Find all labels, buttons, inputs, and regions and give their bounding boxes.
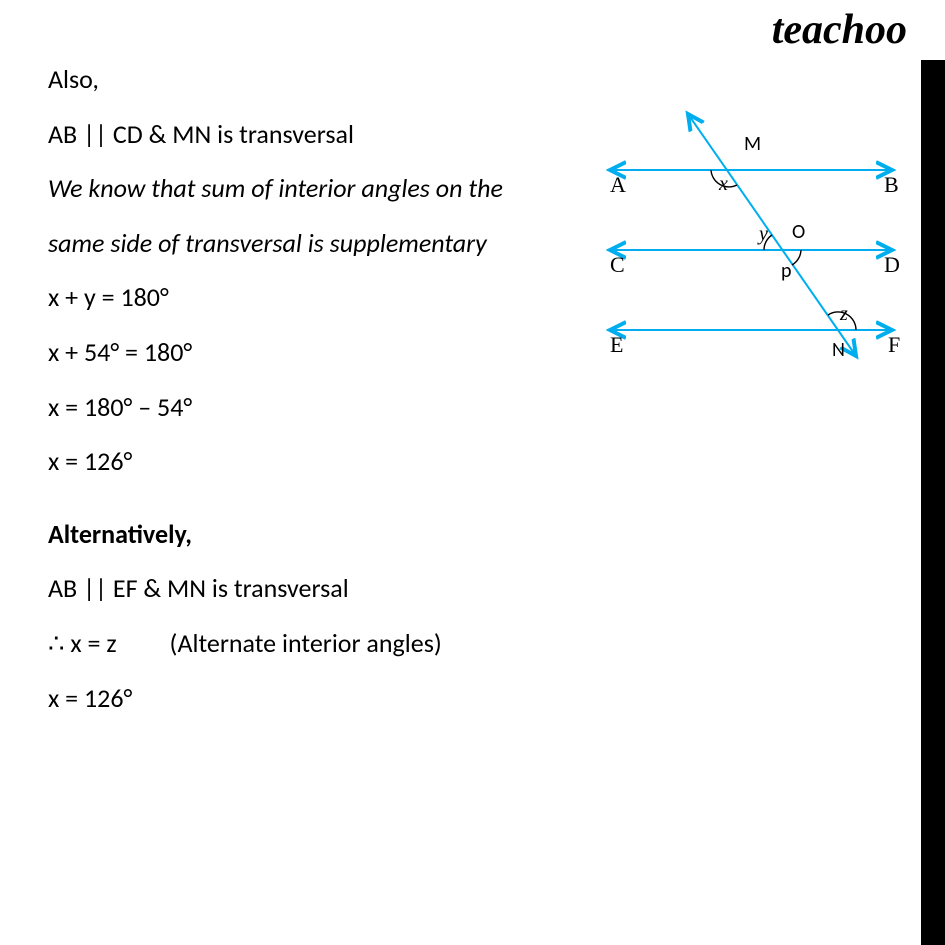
label-angle-p: p: [781, 259, 792, 283]
label-a: A: [610, 172, 626, 197]
line-eq1: x + y = 180°: [48, 270, 578, 325]
line-alt-eq2: x = 126°: [48, 671, 578, 726]
label-n: N: [832, 338, 845, 362]
line-also: Also,: [48, 52, 578, 107]
line-theorem-1: We know that sum of interior angles on t…: [48, 161, 578, 216]
label-m: M: [744, 132, 761, 156]
label-d: D: [884, 252, 900, 277]
solution-text: Also, AB || CD & MN is transversal We kn…: [48, 52, 578, 725]
line-theorem-2: same side of transversal is supplementar…: [48, 216, 578, 271]
line-alternatively: Alternatively,: [48, 507, 578, 562]
line-eq3: x = 180° – 54°: [48, 380, 578, 435]
line-eq2: x + 54° = 180°: [48, 325, 578, 380]
brand-logo: teachoo: [772, 6, 907, 54]
line-alt-eq1: ∴ x = z (Alternate interior angles): [48, 616, 578, 671]
label-e: E: [610, 332, 623, 357]
label-angle-y: y: [757, 223, 768, 245]
geometry-diagram: A B C D E F M N x y O p z: [596, 110, 916, 410]
arc-p: [792, 250, 801, 265]
line-eq4: x = 126°: [48, 434, 578, 489]
label-angle-x: x: [718, 173, 728, 195]
line-given: AB || CD & MN is transversal: [48, 107, 578, 162]
label-angle-z: z: [839, 303, 848, 325]
label-f: F: [888, 332, 900, 357]
label-o: O: [792, 220, 805, 244]
right-accent-bar: [921, 60, 945, 945]
label-b: B: [884, 172, 899, 197]
label-c: C: [610, 252, 625, 277]
line-alt-given: AB || EF & MN is transversal: [48, 561, 578, 616]
